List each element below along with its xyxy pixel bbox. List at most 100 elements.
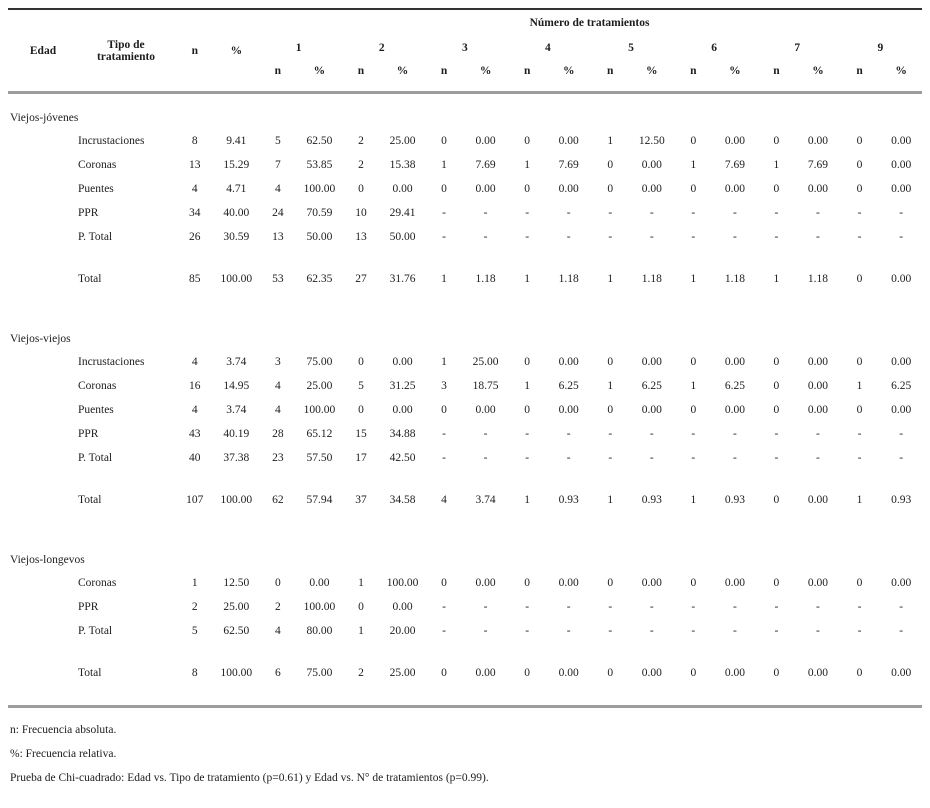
value-cell: 0 — [856, 404, 863, 416]
value-cell: 0.00 — [724, 667, 745, 679]
row-label: Incrustaciones — [78, 135, 145, 147]
value-cell: 0.00 — [641, 183, 662, 195]
value-cell: 34.88 — [389, 428, 416, 440]
value-cell: - — [525, 207, 530, 219]
value-cell: 0 — [607, 667, 614, 679]
pre-total-spacer — [8, 643, 922, 661]
sub-percent-header: % — [729, 65, 741, 77]
value-cell: 0.00 — [558, 404, 579, 416]
row-label: PPR — [78, 601, 99, 613]
value-cell: 0 — [856, 135, 863, 147]
value-cell: 0 — [358, 183, 364, 195]
value-cell: - — [649, 625, 654, 637]
value-cell: 1 — [690, 159, 697, 171]
value-cell: 0.00 — [475, 577, 496, 589]
section-gap — [8, 512, 922, 536]
value-cell: - — [857, 601, 862, 613]
value-cell: 85 — [189, 273, 201, 285]
number-col-header-1: 1 — [295, 42, 302, 54]
value-cell: 0 — [607, 404, 614, 416]
value-cell: 2 — [274, 601, 281, 613]
value-cell: - — [483, 601, 488, 613]
value-cell: 4 — [274, 183, 281, 195]
value-cell: 100.00 — [386, 577, 419, 589]
value-cell: 0.00 — [891, 135, 912, 147]
value-cell: - — [899, 601, 904, 613]
number-col-header-9: 9 — [877, 42, 884, 54]
value-cell: 0.00 — [891, 667, 912, 679]
value-cell: 4 — [441, 494, 447, 506]
value-cell: 25.00 — [389, 135, 416, 147]
value-cell: 1 — [856, 494, 863, 506]
row-label: Coronas — [78, 159, 117, 171]
number-col-header-5: 5 — [628, 42, 634, 54]
value-cell: - — [442, 625, 446, 637]
row-label: PPR — [78, 428, 99, 440]
value-cell: 0.00 — [724, 135, 745, 147]
value-cell: 0.00 — [724, 577, 745, 589]
value-cell: 15.38 — [389, 159, 416, 171]
value-cell: 1 — [441, 273, 447, 285]
value-cell: - — [649, 428, 654, 440]
row-label: Puentes — [78, 404, 114, 416]
value-cell: 1.18 — [807, 273, 829, 285]
value-cell: 0 — [524, 356, 531, 368]
value-cell: 0.00 — [891, 577, 912, 589]
value-cell: - — [816, 601, 820, 613]
sub-percent-header: % — [479, 65, 492, 77]
value-cell: 5 — [191, 625, 198, 637]
value-cell: 1 — [524, 159, 531, 171]
value-cell: 50.00 — [389, 231, 416, 243]
value-cell: 1 — [358, 577, 364, 589]
value-cell: 18.75 — [472, 380, 499, 392]
value-cell: 4 — [274, 380, 281, 392]
value-cell: 0 — [690, 667, 697, 679]
value-cell: 2 — [358, 667, 364, 679]
value-cell: 8 — [191, 667, 198, 679]
value-cell: 0 — [773, 356, 780, 368]
edad-cell — [8, 129, 78, 153]
value-cell: 14.95 — [223, 380, 250, 392]
value-cell: 0 — [773, 183, 780, 195]
value-cell: 0 — [607, 183, 614, 195]
sub-n-header: n — [357, 65, 365, 77]
value-cell: 3.74 — [226, 356, 247, 368]
row-label: Puentes — [78, 183, 114, 195]
value-cell: 7.69 — [724, 159, 745, 171]
value-cell: 0.00 — [558, 577, 579, 589]
value-cell: - — [899, 428, 904, 440]
value-cell: 1 — [524, 494, 531, 506]
value-cell: 13 — [272, 231, 284, 243]
value-cell: 70.59 — [306, 207, 333, 219]
pre-total-spacer — [8, 249, 922, 267]
value-cell: 6 — [274, 667, 281, 679]
number-col-header-6: 6 — [711, 42, 717, 54]
value-cell: 75.00 — [306, 667, 333, 679]
sub-percent-header: % — [812, 65, 824, 77]
value-cell: 4 — [274, 625, 281, 637]
value-cell: 42.50 — [389, 452, 416, 464]
value-cell: 3 — [441, 380, 447, 392]
value-cell: 0 — [358, 601, 364, 613]
table-row: Coronas 16 14.95 4 25.00 5 31.25 3 18.75 1 6.25 1 6.… — [8, 374, 922, 398]
value-cell: 1 — [607, 273, 614, 285]
col-header-percent: % — [230, 44, 243, 57]
row-label: P. Total — [78, 452, 113, 464]
value-cell: 6.25 — [641, 380, 662, 392]
value-cell: - — [816, 625, 820, 637]
table-row: Incrustaciones 4 3.74 3 75.00 0 0.00 1 25.00 0 0.0… — [8, 350, 922, 374]
value-cell: - — [483, 231, 488, 243]
value-cell: 1 — [773, 159, 780, 171]
value-cell: - — [774, 601, 779, 613]
value-cell: 100.00 — [303, 404, 336, 416]
value-cell: - — [774, 207, 779, 219]
row-label: Total — [78, 667, 102, 679]
row-label: P. Total — [78, 625, 113, 637]
value-cell: 7.69 — [807, 159, 829, 171]
table-row: P. Total 26 30.59 13 50.00 13 50.00 - - - - - - - - - - -… — [8, 225, 922, 249]
sub-n-header: n — [440, 65, 448, 77]
value-cell: 31.76 — [389, 273, 416, 285]
value-cell: - — [732, 625, 737, 637]
value-cell: 34.58 — [389, 494, 416, 506]
spacer-cell — [8, 470, 922, 488]
